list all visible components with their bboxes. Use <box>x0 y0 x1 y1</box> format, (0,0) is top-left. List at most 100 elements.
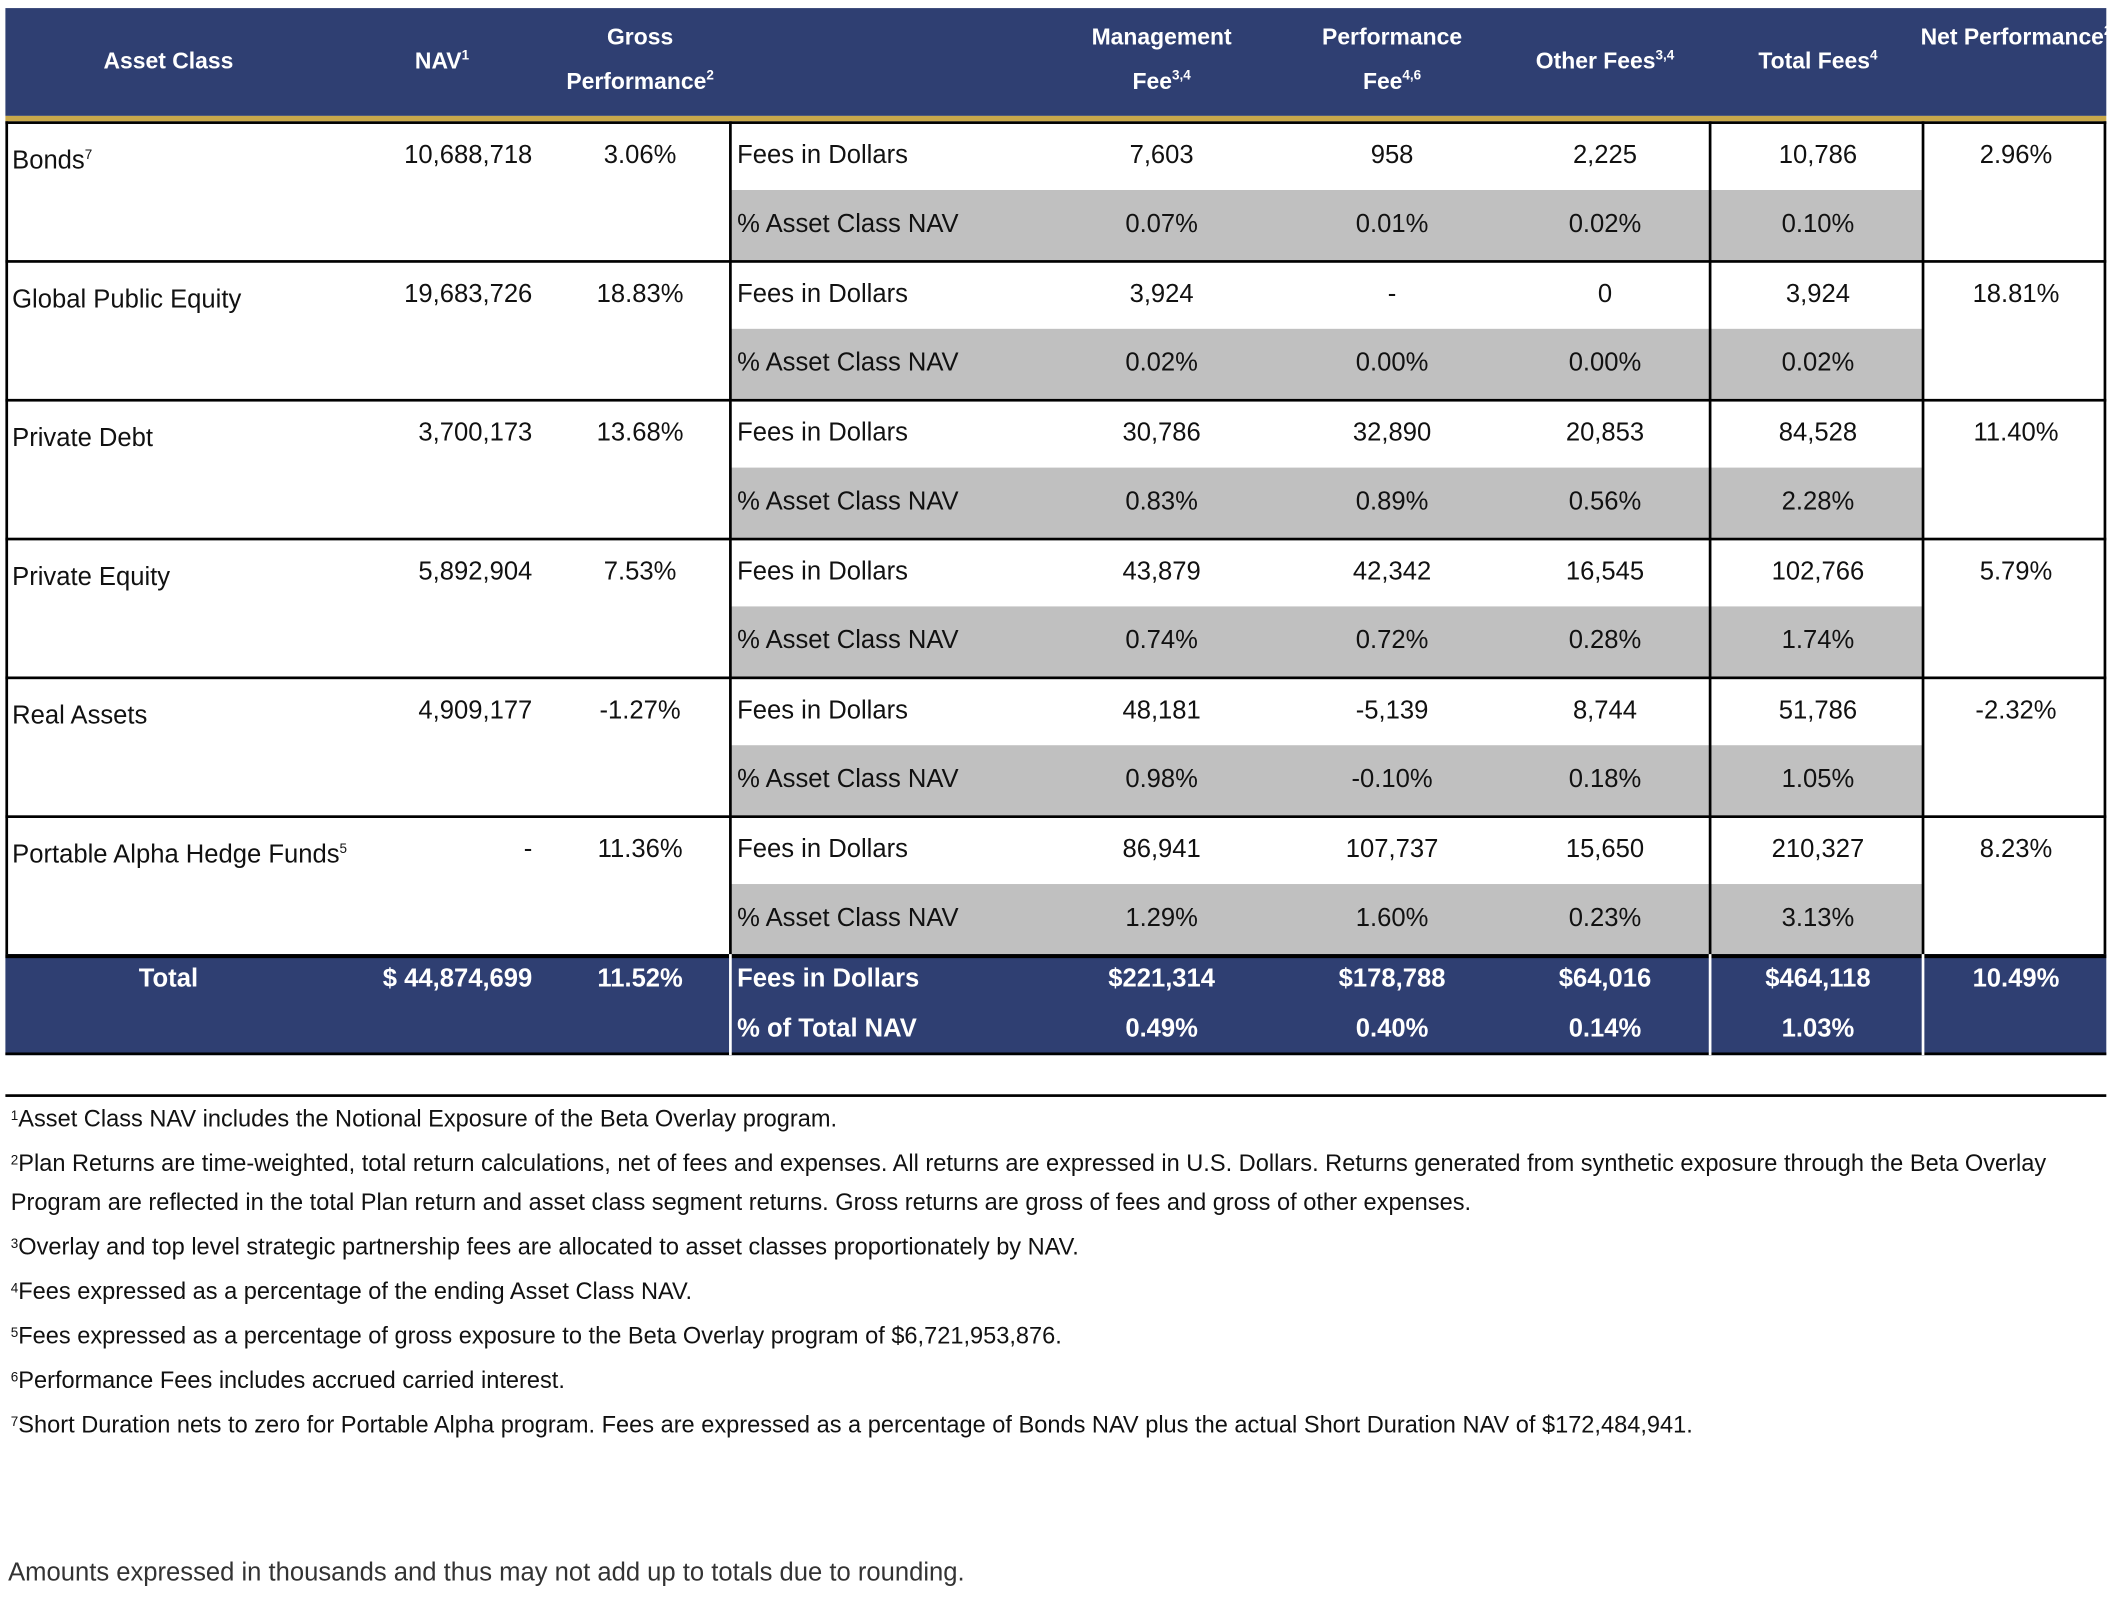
footnote-number: 1 <box>10 1109 19 1124</box>
fees-label-text: Fees in Dollars <box>737 557 908 587</box>
net-performance: 5.79% <box>1935 557 2097 589</box>
rounding-note-text: Amounts expressed in thousands and thus … <box>8 1559 965 1588</box>
fee-percent-text: 2.28% <box>1781 487 1855 517</box>
asset-class-text: Bonds <box>12 146 85 176</box>
fee-dollars: 84,528 <box>1730 418 1905 450</box>
gross-performance-text: 3.06% <box>603 141 677 170</box>
fee-dollars: 10,786 <box>1730 140 1905 172</box>
fee-dollars-text: -5,139 <box>1355 696 1429 726</box>
fee-percent: 0.18% <box>1517 764 1692 796</box>
gross-performance: 11.36% <box>559 834 721 866</box>
fee-percent: 0.07% <box>1074 209 1249 241</box>
fee-percent-text: 0.02% <box>1781 349 1855 378</box>
fee-dollars-text: 84,528 <box>1778 419 1858 448</box>
net-performance: 11.40% <box>1935 418 2097 450</box>
total-fees-label-text: Fees in Dollars <box>737 964 920 994</box>
fee-dollars: - <box>1304 279 1479 311</box>
gross-performance-text: 18.83% <box>596 280 684 309</box>
fee-dollars: 16,545 <box>1517 557 1692 589</box>
fee-dollars: 86,941 <box>1074 834 1249 866</box>
total-net: 10.49% <box>1935 964 2097 996</box>
fee-dollars-text: - <box>1387 280 1397 309</box>
fee-percent: 0.02% <box>1730 348 1905 380</box>
header-text: Asset Class <box>103 48 234 75</box>
total-fee-dollars-text: $464,118 <box>1765 964 1871 994</box>
fee-percent-text: 1.60% <box>1355 904 1429 933</box>
fee-percent-text: 0.01% <box>1355 210 1429 239</box>
footnote-text: Short Duration nets to zero for Portable… <box>18 1410 1693 1438</box>
header-footnote-ref: 4 <box>1869 48 1878 64</box>
footnote-number: 3 <box>10 1237 19 1252</box>
column-divider <box>5 121 9 955</box>
fee-dollars: 30,786 <box>1074 418 1249 450</box>
fee-dollars-text: 210,327 <box>1771 835 1865 864</box>
row-divider <box>5 398 2107 402</box>
fee-percent-text: 1.29% <box>1125 904 1198 933</box>
nav: - <box>317 834 533 866</box>
fee-percent: 0.28% <box>1517 625 1692 657</box>
fee-percent-text: 0.00% <box>1568 349 1642 378</box>
asset-class-text: Portable Alpha Hedge Funds <box>12 840 340 870</box>
pct-row-shade <box>730 884 1924 955</box>
fee-dollars-text: 10,786 <box>1778 141 1858 170</box>
fee-percent-text: 0.02% <box>1568 210 1642 239</box>
total-divider <box>1708 954 1712 1056</box>
header-rule <box>5 115 2107 122</box>
pct-label-text: % Asset Class NAV <box>737 626 959 655</box>
fee-percent-text: -0.10% <box>1351 765 1433 794</box>
nav-text: 5,892,904 <box>418 557 533 587</box>
rounding-note: Amounts expressed in thousands and thus … <box>8 1558 1356 1590</box>
fee-dollars-text: 43,879 <box>1122 557 1201 587</box>
fee-dollars-text: 2,225 <box>1572 141 1638 170</box>
asset-class: Bonds7 <box>12 137 349 231</box>
footnote-number: 7 <box>10 1414 19 1430</box>
fee-dollars-text: 20,853 <box>1565 419 1645 448</box>
net-performance: 2.96% <box>1935 140 2097 172</box>
total-divider <box>1921 954 1925 1056</box>
total-fee-percent-text: 0.40% <box>1355 1014 1429 1044</box>
pct-row-shade <box>730 745 1924 816</box>
fee-percent: 3.13% <box>1730 903 1905 935</box>
gross-performance-text: 7.53% <box>603 557 677 587</box>
fee-percent: 0.10% <box>1730 209 1905 241</box>
fee-percent: 0.02% <box>1517 209 1692 241</box>
asset-class: Portable Alpha Hedge Funds5 <box>12 831 349 925</box>
footnote-text: Performance Fees includes accrued carrie… <box>18 1366 565 1394</box>
fee-percent: 1.60% <box>1304 903 1479 935</box>
fee-dollars: 20,853 <box>1517 418 1692 450</box>
pct-label-text: % Asset Class NAV <box>737 487 959 517</box>
header-footnote-ref: 4,6 <box>1402 68 1422 84</box>
total-fee-dollars: $221,314 <box>1074 964 1249 996</box>
fee-dollars: 43,879 <box>1074 557 1249 589</box>
asset-class-text: Real Assets <box>12 702 148 731</box>
footnote-number: 6 <box>10 1370 19 1386</box>
footnote-text: Asset Class NAV includes the Notional Ex… <box>18 1105 838 1132</box>
total-fee-percent: 0.49% <box>1074 1013 1249 1045</box>
total-nav: $ 44,874,699 <box>317 964 533 996</box>
net-performance-text: 11.40% <box>1973 419 2059 448</box>
total-fee-dollars-text: $221,314 <box>1108 964 1216 994</box>
row-divider <box>5 537 2107 541</box>
total-fee-percent-text: 0.14% <box>1568 1014 1642 1044</box>
column-divider <box>1708 121 1712 955</box>
asset-class: Global Public Equity <box>12 276 349 370</box>
gross-performance: 7.53% <box>559 557 721 589</box>
footnote-number: 4 <box>10 1281 19 1297</box>
column-header: Performance Fee4,6 <box>1291 15 1493 107</box>
fees-label: Fees in Dollars <box>737 279 1033 311</box>
total-nav-text: $ 44,874,699 <box>382 964 533 994</box>
nav-text: - <box>523 835 533 864</box>
footnote: 2Plan Returns are time-weighted, total r… <box>11 1144 2093 1228</box>
fee-percent: 0.98% <box>1074 764 1249 796</box>
fee-dollars-text: 8,744 <box>1572 696 1638 726</box>
fee-percent: 0.00% <box>1304 348 1479 380</box>
header-text: Other Fees <box>1535 48 1656 75</box>
fee-percent: 0.72% <box>1304 625 1479 657</box>
column-divider <box>729 121 732 955</box>
fee-dollars-text: 42,342 <box>1352 557 1432 587</box>
fee-percent-text: 0.02% <box>1125 349 1198 378</box>
total-gross: 11.52% <box>559 964 721 996</box>
fee-percent-text: 3.13% <box>1781 904 1855 933</box>
nav-text: 10,688,718 <box>404 141 533 170</box>
fee-dollars: 8,744 <box>1517 695 1692 727</box>
